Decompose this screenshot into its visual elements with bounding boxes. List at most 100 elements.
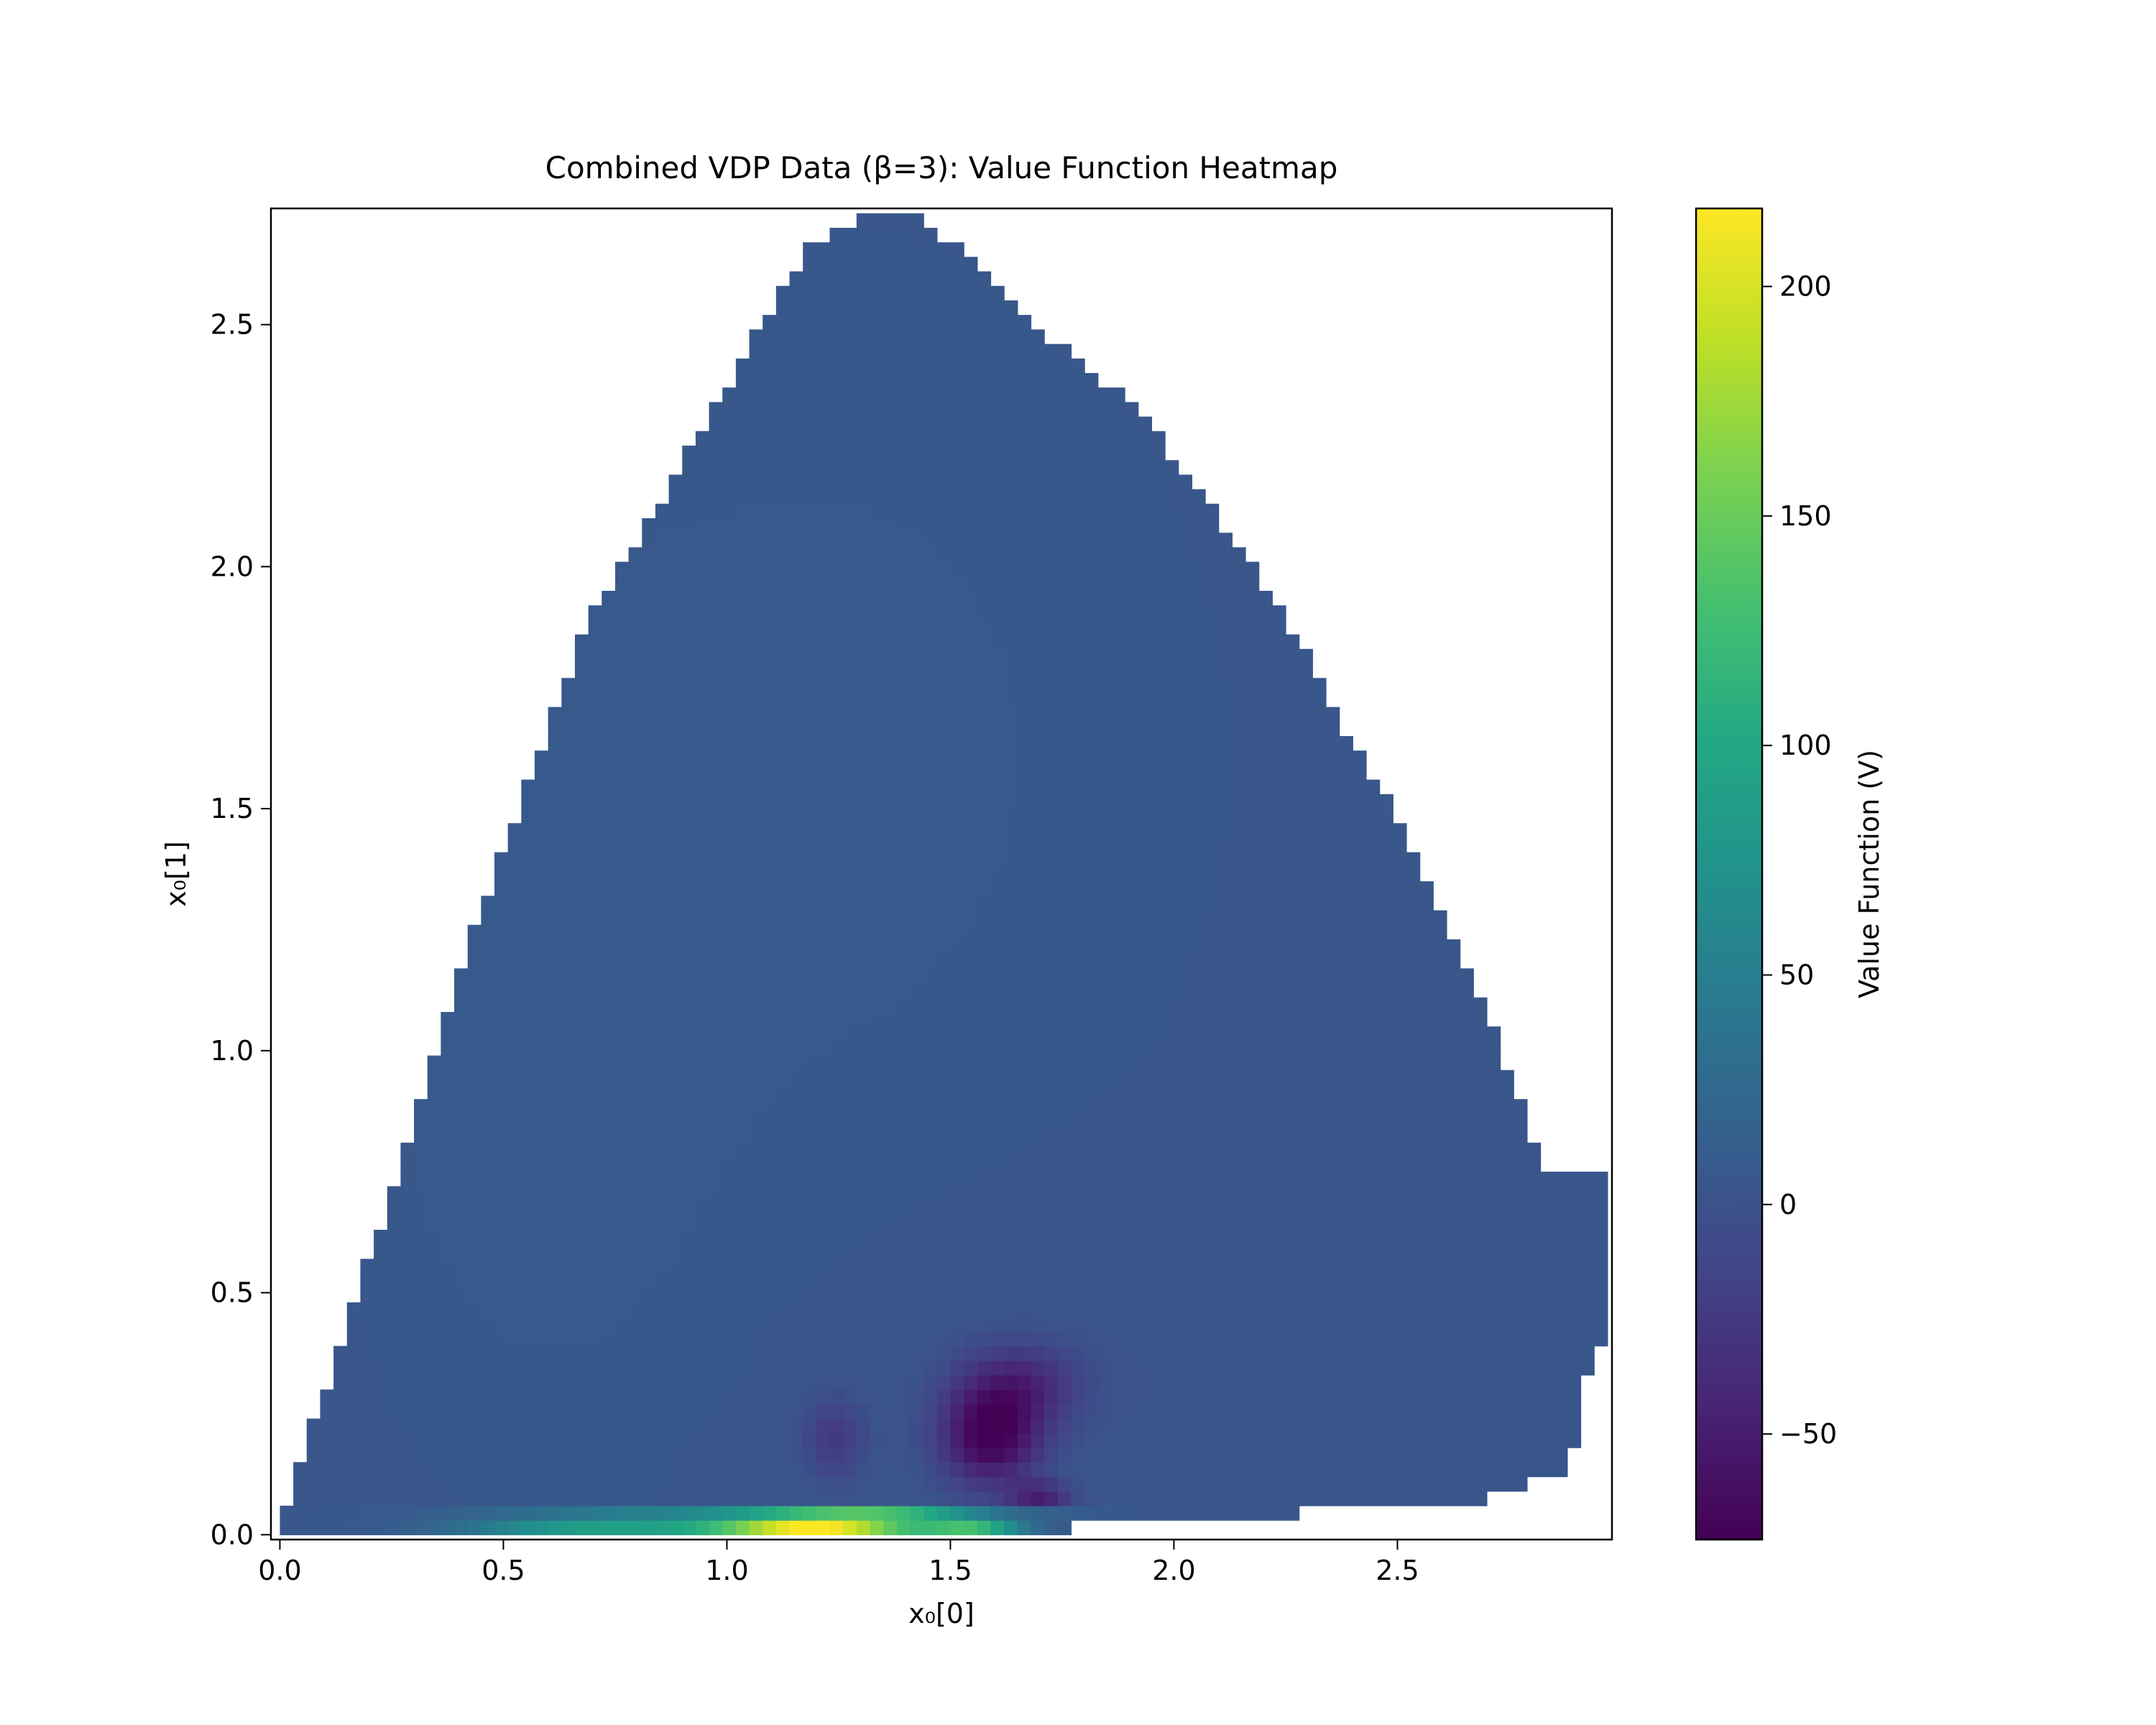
heatmap-cell (614, 1505, 630, 1521)
heatmap-cell (602, 1302, 616, 1317)
heatmap-cell (441, 1476, 455, 1492)
heatmap-cell (494, 1505, 509, 1521)
heatmap-cell (843, 431, 857, 446)
heatmap-cell (1232, 1084, 1246, 1100)
heatmap-cell (990, 939, 1005, 954)
heatmap-cell (936, 1331, 952, 1347)
heatmap-cell (883, 576, 898, 592)
heatmap-cell (870, 591, 884, 606)
heatmap-cell (481, 1172, 495, 1187)
heatmap-cell (896, 866, 911, 882)
heatmap-cell (990, 1244, 1005, 1260)
heatmap-cell (910, 1229, 924, 1245)
heatmap-cell (548, 1011, 562, 1027)
heatmap-cell (1031, 852, 1045, 868)
heatmap-cell (977, 1200, 992, 1216)
heatmap-cell (1272, 823, 1286, 839)
heatmap-cell (735, 561, 750, 577)
heatmap-cell (695, 1099, 710, 1115)
heatmap-cell (936, 518, 952, 533)
heatmap-cell (883, 881, 898, 896)
heatmap-cell (1031, 954, 1045, 970)
heatmap-cell (856, 300, 871, 316)
heatmap-cell (749, 1331, 763, 1347)
heatmap-cell (427, 1287, 442, 1303)
heatmap-cell (1057, 866, 1072, 882)
heatmap-cell (481, 1070, 495, 1085)
heatmap-cell (843, 1026, 857, 1042)
heatmap-cell (1138, 1113, 1153, 1129)
heatmap-cell (910, 1346, 924, 1361)
heatmap-cell (507, 896, 522, 911)
heatmap-cell (507, 1505, 522, 1521)
heatmap-cell (1258, 1259, 1273, 1274)
heatmap-cell (722, 823, 737, 839)
heatmap-cell (829, 605, 844, 621)
heatmap-cell (1004, 431, 1018, 446)
heatmap-cell (588, 1360, 602, 1376)
heatmap-cell (1057, 620, 1072, 635)
heatmap-cell (1232, 707, 1246, 722)
heatmap-cell (507, 1142, 522, 1158)
heatmap-cell (1204, 1128, 1220, 1144)
heatmap-cell (387, 1360, 402, 1376)
heatmap-cell (870, 547, 884, 563)
heatmap-cell (749, 852, 763, 868)
heatmap-cell (843, 1331, 857, 1347)
heatmap-cell (1111, 736, 1125, 751)
heatmap-cell (467, 1229, 482, 1245)
heatmap-cell (1204, 837, 1220, 853)
heatmap-cell (1192, 518, 1206, 533)
heatmap-cell (1299, 794, 1313, 809)
heatmap-cell (923, 1200, 938, 1216)
heatmap-cell (977, 1448, 992, 1463)
heatmap-cell (910, 634, 924, 650)
heatmap-cell (843, 372, 857, 388)
heatmap-cell (722, 561, 737, 577)
heatmap-cell (964, 1142, 978, 1158)
heatmap-cell (856, 1462, 871, 1478)
heatmap-cell (481, 1432, 495, 1448)
heatmap-cell (454, 968, 469, 984)
heatmap-cell (1272, 620, 1286, 635)
heatmap-cell (763, 1084, 777, 1100)
heatmap-cell (1138, 1128, 1153, 1144)
heatmap-cell (548, 1055, 562, 1071)
heatmap-cell (1178, 1200, 1193, 1216)
heatmap-cell (1151, 1462, 1166, 1478)
heatmap-cell (1004, 315, 1018, 331)
heatmap-cell (896, 445, 911, 461)
heatmap-cell (588, 881, 602, 896)
heatmap-cell (628, 1172, 642, 1187)
heatmap-cell (1004, 1476, 1018, 1492)
heatmap-cell (1044, 1259, 1059, 1274)
heatmap-cell (749, 387, 763, 403)
heatmap-cell (668, 1259, 683, 1274)
heatmap-cell (1097, 736, 1112, 751)
heatmap-cell (1178, 634, 1193, 650)
heatmap-cell (763, 576, 777, 592)
heatmap-cell (695, 1476, 710, 1492)
heatmap-cell (789, 823, 803, 839)
heatmap-cell (1178, 1084, 1193, 1100)
heatmap-cell (977, 620, 992, 635)
heatmap-cell (1031, 707, 1045, 722)
heatmap-cell (950, 707, 964, 722)
heatmap-cell (1272, 1302, 1286, 1317)
heatmap-cell (1071, 954, 1085, 970)
heatmap-cell (1125, 489, 1139, 505)
heatmap-cell (763, 1011, 777, 1027)
heatmap-cell (695, 489, 710, 505)
heatmap-cell (534, 1113, 549, 1129)
heatmap-cell (1084, 474, 1099, 490)
heatmap-cell (534, 1026, 549, 1042)
heatmap-cell (534, 1346, 549, 1361)
heatmap-cell (507, 1520, 522, 1535)
heatmap-cell (574, 1070, 589, 1085)
heatmap-cell (816, 518, 831, 533)
heatmap-cell (977, 1302, 992, 1317)
heatmap-cell (614, 794, 630, 809)
heatmap-cell (628, 910, 642, 926)
heatmap-cell (816, 1418, 831, 1434)
heatmap-cell (602, 1041, 616, 1057)
